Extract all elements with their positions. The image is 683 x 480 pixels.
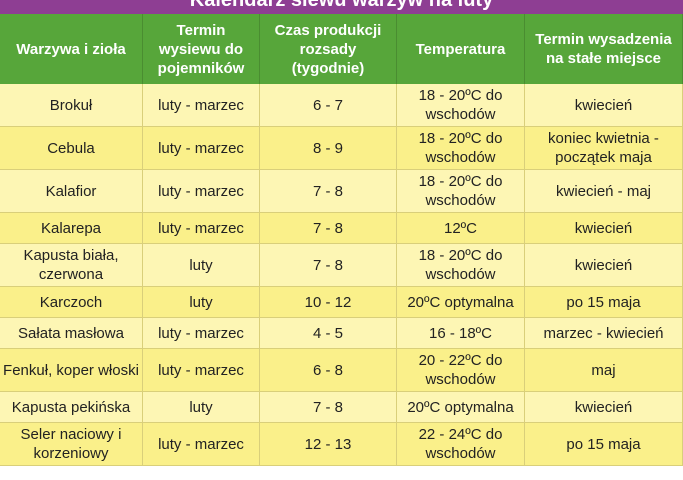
planting-date-cell: po 15 maja bbox=[525, 287, 683, 317]
production-time-cell: 4 - 5 bbox=[260, 318, 397, 348]
column-header-production-time: Czas produkcji rozsady (tygodnie) bbox=[260, 14, 397, 84]
column-header-vegetable: Warzywa i zioła bbox=[0, 14, 143, 84]
planting-date-cell: kwiecień bbox=[525, 392, 683, 422]
temperature-cell: 22 - 24ºC do wschodów bbox=[397, 423, 525, 465]
sowing-date-cell: luty - marzec bbox=[143, 318, 260, 348]
column-header-temperature: Temperatura bbox=[397, 14, 525, 84]
table-row: Kapusta biała, czerwona luty 7 - 8 18 - 20º… bbox=[0, 244, 683, 287]
planting-date-cell: kwiecień - maj bbox=[525, 170, 683, 212]
temperature-cell: 20 - 22ºC do wschodów bbox=[397, 349, 525, 391]
vegetable-cell: Karczoch bbox=[0, 287, 143, 317]
planting-date-cell: kwiecień bbox=[525, 244, 683, 286]
production-time-cell: 7 - 8 bbox=[260, 170, 397, 212]
temperature-cell: 18 - 20ºC do wschodów bbox=[397, 244, 525, 286]
sowing-date-cell: luty - marzec bbox=[143, 84, 260, 126]
sowing-date-cell: luty bbox=[143, 244, 260, 286]
temperature-cell: 18 - 20ºC do wschodów bbox=[397, 127, 525, 169]
table-row: Sałata masłowa luty - marzec 4 - 5 16 - 18º… bbox=[0, 318, 683, 349]
production-time-cell: 6 - 7 bbox=[260, 84, 397, 126]
planting-date-cell: marzec - kwiecień bbox=[525, 318, 683, 348]
temperature-cell: 20ºC optymalna bbox=[397, 392, 525, 422]
sowing-date-cell: luty - marzec bbox=[143, 170, 260, 212]
production-time-cell: 12 - 13 bbox=[260, 423, 397, 465]
planting-date-cell: kwiecień bbox=[525, 213, 683, 243]
vegetable-cell: Brokuł bbox=[0, 84, 143, 126]
table-row: Brokuł luty - marzec 6 - 7 18 - 20ºC do wsc… bbox=[0, 84, 683, 127]
table-row: Cebula luty - marzec 8 - 9 18 - 20ºC do wsc… bbox=[0, 127, 683, 170]
production-time-cell: 7 - 8 bbox=[260, 392, 397, 422]
temperature-cell: 18 - 20ºC do wschodów bbox=[397, 170, 525, 212]
temperature-cell: 20ºC optymalna bbox=[397, 287, 525, 317]
sowing-date-cell: luty bbox=[143, 287, 260, 317]
table-row: Kapusta pekińska luty 7 - 8 20ºC optymalna k… bbox=[0, 392, 683, 423]
vegetable-cell: Kapusta biała, czerwona bbox=[0, 244, 143, 286]
sowing-date-cell: luty - marzec bbox=[143, 127, 260, 169]
table-row: Fenkuł, koper włoski luty - marzec 6 - 8 20… bbox=[0, 349, 683, 392]
production-time-cell: 7 - 8 bbox=[260, 244, 397, 286]
vegetable-cell: Cebula bbox=[0, 127, 143, 169]
production-time-cell: 6 - 8 bbox=[260, 349, 397, 391]
column-header-planting-date: Termin wysadzenia na stałe miejsce bbox=[525, 14, 683, 84]
production-time-cell: 7 - 8 bbox=[260, 213, 397, 243]
page-title: Kalendarz siewu warzyw na luty bbox=[0, 0, 683, 14]
sowing-date-cell: luty - marzec bbox=[143, 423, 260, 465]
production-time-cell: 10 - 12 bbox=[260, 287, 397, 317]
vegetable-cell: Kalafior bbox=[0, 170, 143, 212]
sowing-date-cell: luty - marzec bbox=[143, 349, 260, 391]
planting-date-cell: kwiecień bbox=[525, 84, 683, 126]
temperature-cell: 12ºC bbox=[397, 213, 525, 243]
table-body: Brokuł luty - marzec 6 - 7 18 - 20ºC do wsc… bbox=[0, 84, 683, 466]
planting-date-cell: po 15 maja bbox=[525, 423, 683, 465]
production-time-cell: 8 - 9 bbox=[260, 127, 397, 169]
temperature-cell: 16 - 18ºC bbox=[397, 318, 525, 348]
table-row: Kalafior luty - marzec 7 - 8 18 - 20ºC do w… bbox=[0, 170, 683, 213]
sowing-date-cell: luty - marzec bbox=[143, 213, 260, 243]
vegetable-cell: Kapusta pekińska bbox=[0, 392, 143, 422]
vegetable-cell: Kalarepa bbox=[0, 213, 143, 243]
table-row: Karczoch luty 10 - 12 20ºC optymalna po 15 m… bbox=[0, 287, 683, 318]
table-row: Seler naciowy i korzeniowy luty - marzec 1… bbox=[0, 423, 683, 466]
column-header-sowing-date: Termin wysiewu do pojemników bbox=[143, 14, 260, 84]
vegetable-cell: Sałata masłowa bbox=[0, 318, 143, 348]
table-row: Kalarepa luty - marzec 7 - 8 12ºC kwiecień bbox=[0, 213, 683, 244]
temperature-cell: 18 - 20ºC do wschodów bbox=[397, 84, 525, 126]
planting-date-cell: koniec kwietnia - początek maja bbox=[525, 127, 683, 169]
vegetable-cell: Fenkuł, koper włoski bbox=[0, 349, 143, 391]
table-header: Warzywa i zioła Termin wysiewu do pojemn… bbox=[0, 14, 683, 84]
sowing-date-cell: luty bbox=[143, 392, 260, 422]
vegetable-cell: Seler naciowy i korzeniowy bbox=[0, 423, 143, 465]
planting-date-cell: maj bbox=[525, 349, 683, 391]
